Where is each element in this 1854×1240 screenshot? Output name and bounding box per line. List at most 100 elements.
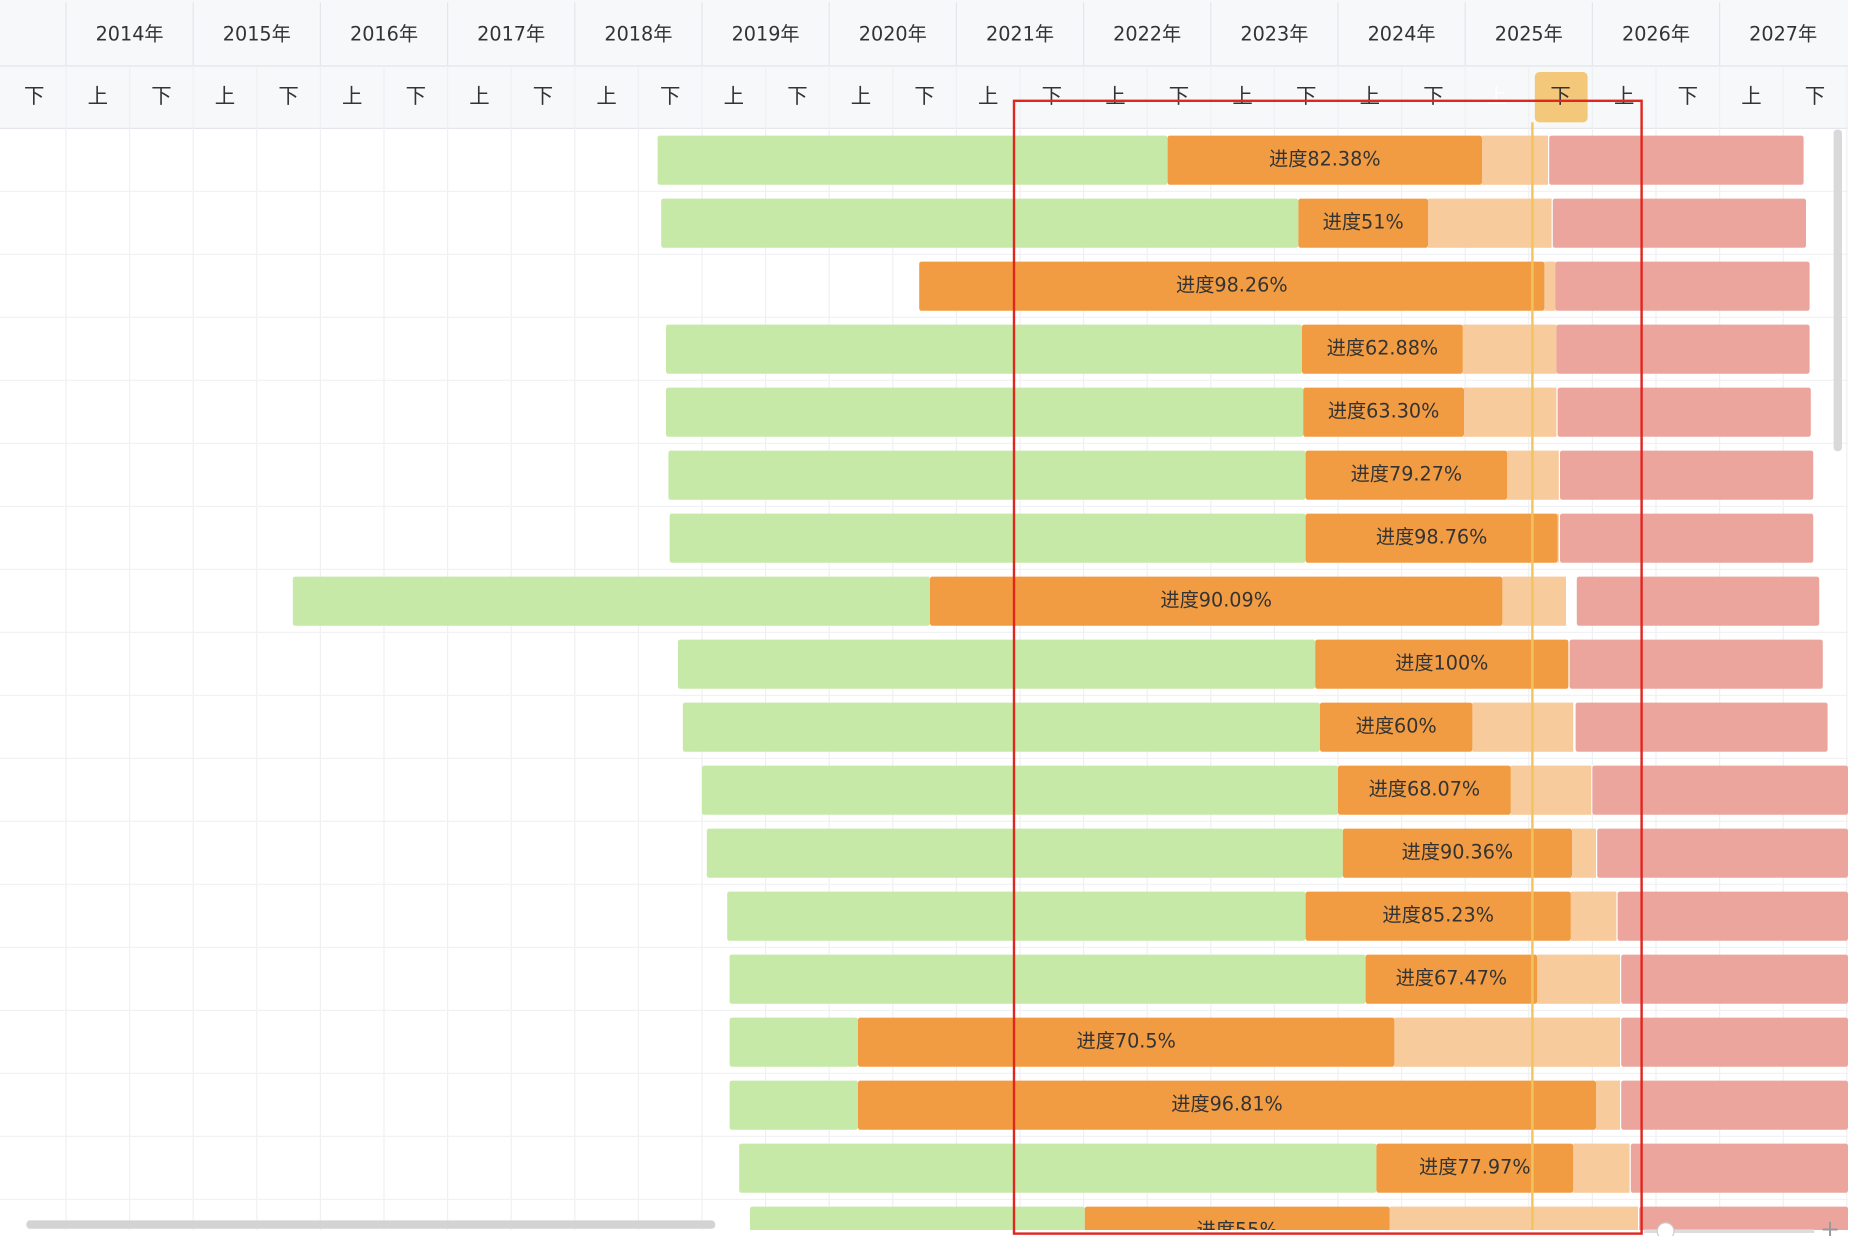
remaining-bar [1572, 828, 1596, 878]
remaining-bar [1557, 513, 1559, 563]
year-label: 2020年 [859, 22, 927, 45]
half-label: 下 [406, 84, 426, 108]
progress-label: 进度90.09% [1160, 589, 1272, 612]
remaining-bar [1537, 954, 1620, 1004]
remaining-bar [1462, 324, 1557, 374]
zoom-handle[interactable] [1656, 1222, 1675, 1240]
h-scrollbar[interactable] [26, 1220, 716, 1229]
planned-bar [292, 576, 930, 626]
year-label: 2017年 [477, 22, 545, 45]
year-label: 2014年 [96, 22, 164, 45]
progress-label: 进度60% [1356, 715, 1437, 738]
half-label: 上 [596, 84, 616, 108]
progress-label: 进度63.30% [1328, 400, 1440, 423]
half-label: 下 [1042, 84, 1062, 108]
overdue-bar [1560, 513, 1814, 563]
progress-label: 进度62.88% [1327, 337, 1439, 360]
planned-bar [727, 891, 1306, 941]
progress-label: 进度68.07% [1369, 778, 1481, 801]
progress-label: 进度55% [1197, 1219, 1278, 1236]
half-label: 下 [1296, 84, 1316, 108]
half-label: 上 [1232, 84, 1252, 108]
overdue-bar [1557, 387, 1811, 437]
year-label: 2021年 [986, 22, 1054, 45]
year-label: 2019年 [732, 22, 800, 45]
half-label: 上 [469, 84, 489, 108]
half-label: 下 [1423, 84, 1443, 108]
overdue-bar [1592, 765, 1848, 815]
remaining-bar [1510, 765, 1592, 815]
progress-label: 进度51% [1323, 211, 1404, 234]
half-label: 上 [1105, 84, 1125, 108]
overdue-bar [1621, 954, 1848, 1004]
remaining-bar [1394, 1017, 1620, 1067]
year-label: 2022年 [1113, 22, 1181, 45]
overdue-bar [1575, 702, 1828, 752]
year-label: 2026年 [1622, 22, 1690, 45]
progress-label: 进度79.27% [1351, 463, 1463, 486]
progress-bar [1365, 954, 1538, 1004]
year-label: 2025年 [1495, 22, 1563, 45]
overdue-bar [1630, 1143, 1848, 1193]
remaining-bar [1464, 387, 1557, 437]
progress-bar [858, 1080, 1596, 1130]
progress-bar [1376, 1143, 1574, 1193]
overdue-bar [1621, 1080, 1848, 1130]
overdue-bar [1639, 1206, 1848, 1230]
half-label: 上 [1614, 84, 1634, 108]
today-marker [1534, 72, 1588, 123]
remaining-bar [1482, 135, 1548, 185]
planned-bar [702, 765, 1338, 815]
zoom-in[interactable]: + [1820, 1215, 1840, 1240]
progress-label: 进度100% [1395, 652, 1488, 675]
remaining-bar [1570, 891, 1617, 941]
planned-bar [668, 450, 1306, 500]
half-label: 上 [1487, 84, 1507, 108]
half-label: 下 [278, 84, 298, 108]
progress-bar [1315, 639, 1569, 689]
planned-bar [678, 639, 1316, 689]
remaining-bar [1544, 261, 1556, 311]
year-label: 2015年 [223, 22, 291, 45]
planned-bar [657, 135, 1168, 185]
progress-bar [1305, 891, 1571, 941]
overdue-bar [1552, 198, 1806, 248]
progress-label: 进度85.23% [1382, 904, 1494, 927]
planned-bar [739, 1143, 1377, 1193]
overdue-bar [1621, 1017, 1848, 1067]
remaining-bar [1389, 1206, 1638, 1230]
remaining-bar [1596, 1080, 1620, 1130]
progress-bar [1303, 387, 1464, 437]
half-label: 下 [660, 84, 680, 108]
progress-label: 进度70.5% [1077, 1030, 1176, 1053]
half-label: 下 [24, 84, 44, 108]
year-label: 2027年 [1749, 22, 1817, 45]
half-label: 下 [787, 84, 807, 108]
half-label: 上 [342, 84, 362, 108]
progress-bar [1320, 702, 1473, 752]
year-label: 2016年 [350, 22, 418, 45]
progress-label: 进度98.26% [1176, 274, 1288, 297]
rows: 进度82.38% 进度51% 进度98.26% 进度62.88% 进度63.30% 进度7… [292, 135, 1848, 1236]
half-label: 下 [914, 84, 934, 108]
overdue-bar [1549, 135, 1804, 185]
half-label: 下 [151, 84, 171, 108]
progress-bar [1302, 324, 1463, 374]
half-label: 下 [1169, 84, 1189, 108]
progress-label: 进度90.36% [1402, 841, 1514, 864]
progress-label: 进度67.47% [1396, 967, 1508, 990]
progress-label: 进度77.97% [1419, 1156, 1531, 1179]
remaining-bar [1573, 1143, 1630, 1193]
half-label: 上 [1741, 84, 1761, 108]
remaining-bar [1472, 702, 1574, 752]
progress-bar [930, 576, 1503, 626]
v-scrollbar[interactable] [1833, 129, 1842, 452]
progress-bar [1305, 450, 1508, 500]
year-label: 2018年 [604, 22, 672, 45]
remaining-bar [1502, 576, 1566, 626]
remaining-bar [1428, 198, 1552, 248]
half-label: 上 [1360, 84, 1380, 108]
progress-bar [919, 261, 1545, 311]
progress-bar [1298, 198, 1428, 248]
